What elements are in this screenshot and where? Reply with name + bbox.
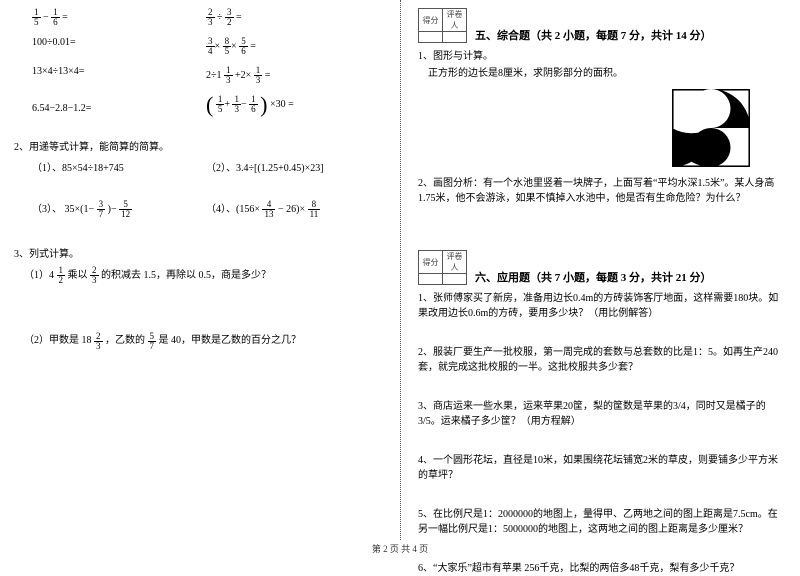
- eq-3a: 13×4÷13×4=: [32, 66, 206, 85]
- eq-4b: ( 15+ 13− 16 ) ×30 =: [206, 95, 380, 114]
- q3-2: （2）甲数是 18 23 ，乙数的 57 是 40，甲数是乙数的百分之几？: [24, 331, 380, 350]
- section-5-title: 五、综合题（共 2 小题，每题 7 分，共计 14 分）: [475, 27, 712, 43]
- r1-title: 1、图形与计算。: [418, 49, 780, 64]
- a6: 6、“大家乐”超市有苹果 256千克，比梨的两倍多48千克，梨有多少千克？: [418, 561, 780, 576]
- eq-row-2: 100÷0.01= 34× 85× 56 =: [32, 37, 380, 56]
- figure-shape: [418, 89, 780, 170]
- r1-text: 正方形的边长是8厘米，求阴影部分的面积。: [418, 66, 780, 81]
- r2-text: 2、画图分析：有一个水池里竖着一块牌子，上面写着“平均水深1.5米”。某人身高1…: [418, 176, 780, 206]
- page-container: 15 − 16 = 23 ÷ 32 = 100÷0.01= 34× 85× 56…: [0, 0, 800, 540]
- score-box-6: 得分评卷人: [418, 250, 467, 285]
- left-column: 15 − 16 = 23 ÷ 32 = 100÷0.01= 34× 85× 56…: [0, 0, 400, 540]
- eq-2a: 100÷0.01=: [32, 37, 206, 56]
- eq-2b: 34× 85× 56 =: [206, 37, 380, 56]
- eq-3b: 2÷1 13 +2× 13 =: [206, 66, 380, 85]
- q2-4: （4）、(156× 413 − 26)× 811: [206, 200, 380, 219]
- q2-row1: （1）、85×54÷18+745 （2）、3.4÷[(1.25+0.45)×23…: [32, 159, 380, 174]
- eq-1a: 15 − 16 =: [32, 8, 206, 27]
- a5: 5、在比例尺是1：2000000的地图上，量得甲、乙两地之间的图上距离是7.5c…: [418, 507, 780, 537]
- q2-title: 2、用递等式计算，能简算的简算。: [14, 138, 380, 153]
- section-6-title: 六、应用题（共 7 小题，每题 3 分，共计 21 分）: [475, 269, 712, 285]
- q2-row2: （3）、 35×(1− 37 )− 512 （4）、(156× 413 − 26…: [32, 200, 380, 219]
- section-6-header: 得分评卷人 六、应用题（共 7 小题，每题 3 分，共计 21 分）: [418, 250, 780, 285]
- a2: 2、服装厂要生产一批校服，第一周完成的套数与总套数的比是1：5。如再生产240套…: [418, 345, 780, 375]
- eq-4a: 6.54−2.8−1.2=: [32, 95, 206, 114]
- a1: 1、张师傅家买了新房，准备用边长0.4m的方砖装饰客厅地面，这样需要180块。如…: [418, 291, 780, 321]
- q2-2: （2）、3.4÷[(1.25+0.45)×23]: [206, 159, 380, 174]
- eq-1b: 23 ÷ 32 =: [206, 8, 380, 27]
- a3: 3、商店运来一些水果，运来苹果20筐，梨的筐数是苹果的3/4，同时又是橘子的3/…: [418, 399, 780, 429]
- eq-row-1: 15 − 16 = 23 ÷ 32 =: [32, 8, 380, 27]
- a4: 4、一个圆形花坛，直径是10米，如果围绕花坛铺宽2米的草皮，则要铺多少平方米的草…: [418, 453, 780, 483]
- eq-row-3: 13×4÷13×4= 2÷1 13 +2× 13 =: [32, 66, 380, 85]
- q2-1: （1）、85×54÷18+745: [32, 159, 206, 174]
- eq-row-4: 6.54−2.8−1.2= ( 15+ 13− 16 ) ×30 =: [32, 95, 380, 114]
- q3-1: （1）4 12 乘以 23 的积减去 1.5，再除以 0.5，商是多少？: [24, 266, 380, 285]
- q2-3: （3）、 35×(1− 37 )− 512: [32, 200, 206, 219]
- q3-title: 3、列式计算。: [14, 245, 380, 260]
- right-column: 得分评卷人 五、综合题（共 2 小题，每题 7 分，共计 14 分） 1、图形与…: [400, 0, 800, 540]
- section-5-header: 得分评卷人 五、综合题（共 2 小题，每题 7 分，共计 14 分）: [418, 8, 780, 43]
- score-box-5: 得分评卷人: [418, 8, 467, 43]
